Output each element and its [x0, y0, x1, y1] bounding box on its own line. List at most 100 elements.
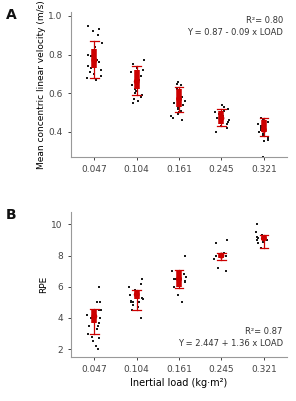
Point: [172, 284, 177, 290]
Point: [90, 333, 94, 340]
Point: [95, 346, 100, 352]
Point: [183, 98, 188, 104]
Point: [260, 131, 265, 137]
Point: [226, 117, 231, 124]
Point: [170, 268, 174, 274]
X-axis label: Inertial load (kg·m²): Inertial load (kg·m²): [131, 379, 228, 389]
Point: [176, 78, 181, 85]
Point: [177, 109, 182, 116]
Point: [179, 82, 184, 89]
Point: [139, 315, 143, 321]
Point: [91, 71, 96, 77]
Point: [94, 77, 98, 83]
Point: [86, 51, 90, 58]
Point: [95, 32, 100, 38]
Point: [224, 125, 229, 131]
Point: [254, 229, 259, 235]
Point: [226, 119, 231, 126]
Point: [174, 80, 179, 87]
Point: [176, 96, 180, 102]
Point: [98, 67, 103, 73]
Point: [182, 277, 187, 284]
Point: [95, 57, 99, 63]
Point: [132, 90, 137, 96]
Point: [139, 94, 143, 100]
Point: [139, 92, 144, 98]
Point: [216, 265, 221, 271]
Point: [134, 88, 139, 95]
Point: [176, 90, 181, 96]
Point: [141, 67, 145, 73]
Point: [137, 77, 142, 83]
Y-axis label: Mean concentric linear velocity (m/s): Mean concentric linear velocity (m/s): [36, 0, 46, 169]
Point: [172, 276, 176, 282]
Point: [224, 252, 229, 259]
Point: [221, 113, 225, 119]
Point: [256, 129, 261, 135]
Point: [262, 237, 267, 243]
Text: R²= 0.80
Y = 0.87 - 0.09 x LOAD: R²= 0.80 Y = 0.87 - 0.09 x LOAD: [187, 16, 283, 37]
Point: [134, 78, 139, 85]
Point: [222, 107, 227, 114]
Point: [226, 105, 231, 112]
Point: [180, 117, 185, 124]
Point: [264, 237, 269, 243]
Point: [135, 71, 139, 77]
Point: [169, 113, 174, 119]
Point: [96, 59, 101, 65]
Text: A: A: [6, 8, 17, 22]
Point: [212, 255, 217, 262]
Point: [91, 338, 96, 344]
Point: [89, 53, 93, 60]
Point: [266, 134, 270, 141]
Point: [134, 84, 139, 91]
Point: [130, 61, 135, 67]
Point: [173, 276, 178, 282]
Point: [258, 115, 263, 122]
Point: [95, 299, 99, 306]
Point: [141, 296, 146, 302]
Text: B: B: [6, 208, 17, 222]
Point: [219, 252, 224, 259]
Point: [176, 292, 181, 298]
Point: [256, 121, 261, 127]
Point: [224, 268, 229, 274]
Point: [132, 86, 137, 93]
Y-axis label: RPE: RPE: [39, 276, 49, 293]
Text: R²= 0.87
Y = 2.447 + 1.36 x LOAD: R²= 0.87 Y = 2.447 + 1.36 x LOAD: [178, 327, 283, 348]
Point: [85, 75, 89, 81]
Point: [129, 307, 134, 313]
Point: [136, 292, 141, 298]
Point: [87, 322, 91, 329]
Point: [213, 129, 218, 135]
Point: [129, 298, 133, 304]
Point: [92, 313, 97, 320]
Point: [135, 292, 140, 298]
Point: [136, 98, 140, 104]
Point: [214, 240, 219, 246]
Point: [91, 28, 96, 34]
Point: [138, 280, 143, 287]
Point: [88, 69, 92, 75]
Point: [94, 326, 99, 332]
Point: [130, 82, 135, 89]
Point: [130, 299, 135, 306]
Point: [141, 57, 146, 63]
Point: [131, 96, 136, 102]
Point: [137, 299, 141, 306]
Point: [224, 121, 229, 127]
Point: [138, 73, 143, 79]
Point: [214, 252, 219, 259]
Point: [216, 111, 221, 117]
Point: [180, 94, 185, 100]
Point: [131, 99, 136, 106]
Point: [261, 235, 266, 242]
Point: [219, 115, 224, 122]
Point: [95, 322, 100, 329]
Point: [259, 232, 264, 239]
Point: [98, 315, 102, 321]
Point: [91, 318, 96, 324]
Point: [170, 115, 175, 122]
Point: [97, 335, 102, 341]
Point: [180, 299, 185, 306]
